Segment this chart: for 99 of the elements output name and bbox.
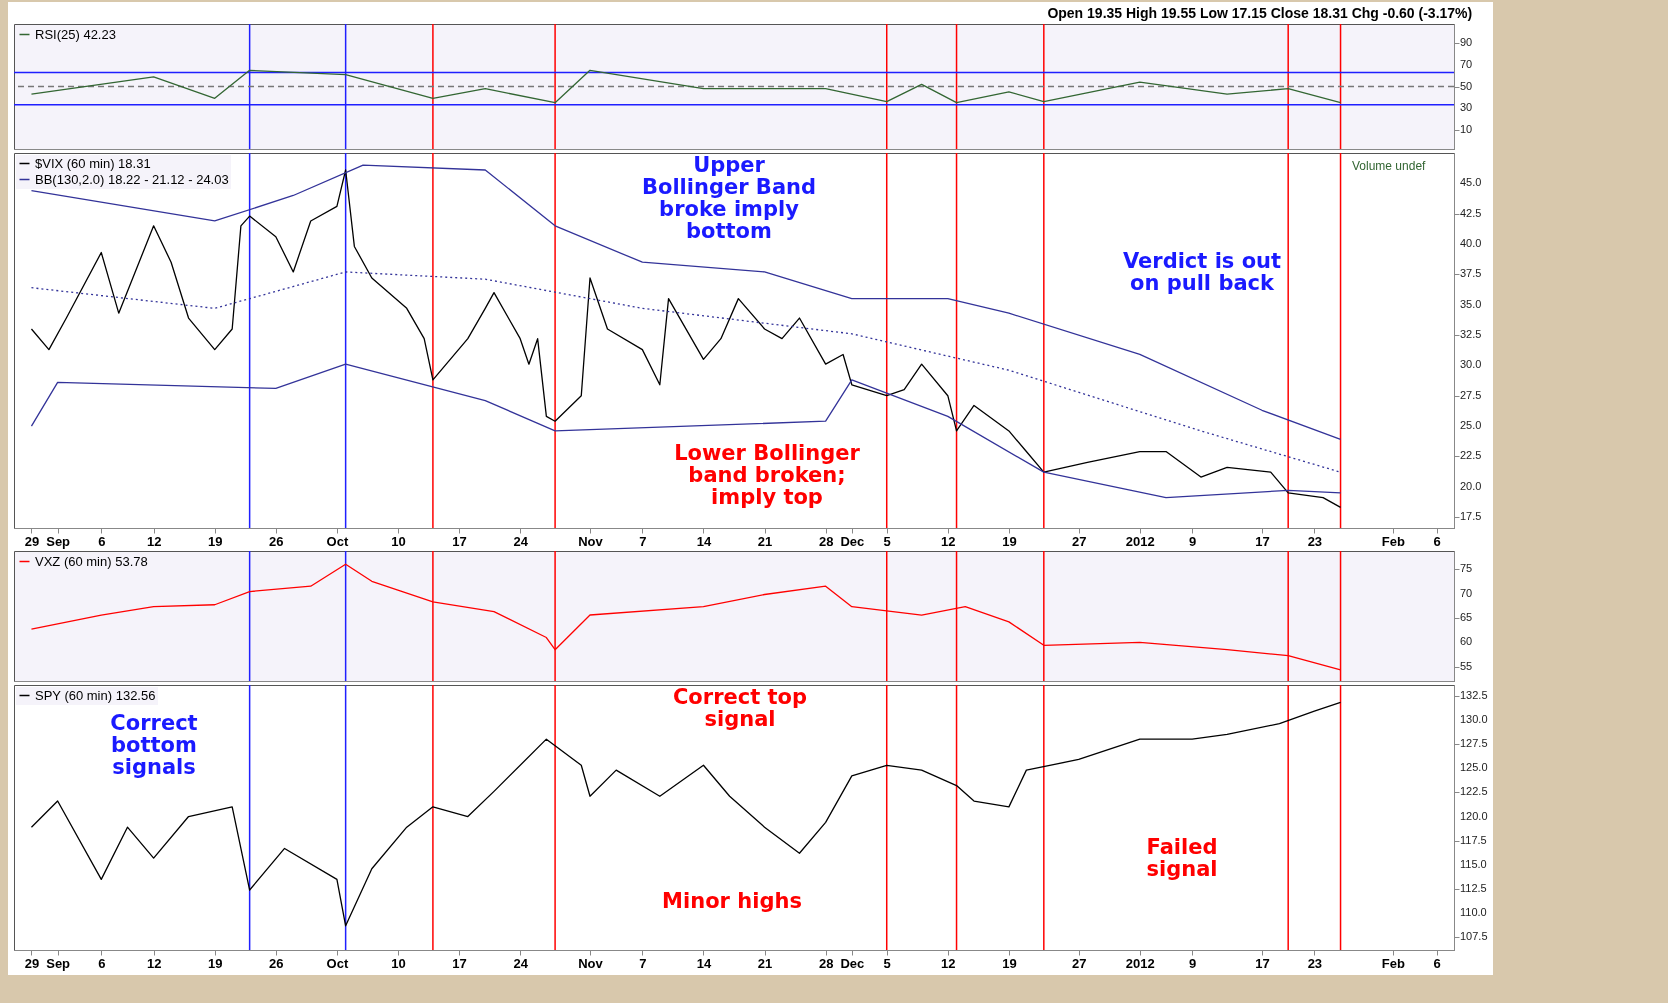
- y-tick-label: 110.0: [1460, 906, 1487, 919]
- x-tick-label: 23: [1307, 533, 1323, 549]
- y-tick-label: 60: [1460, 635, 1473, 648]
- x-tick-label: Oct: [326, 955, 349, 971]
- y-tick-label: 90: [1460, 36, 1473, 49]
- x-tick-label: Dec: [840, 955, 865, 971]
- y-tick-label: 130.0: [1460, 712, 1488, 725]
- x-tick-label: 14: [696, 955, 712, 971]
- x-tick-label: 6: [1433, 533, 1441, 549]
- legend-label: VXZ (60 min) 53.78: [35, 553, 148, 569]
- x-tick-label: 5: [883, 533, 891, 549]
- x-tick-label: 5: [883, 955, 891, 971]
- x-tick-label: 21: [757, 955, 773, 971]
- y-tick-label: 65: [1460, 610, 1473, 623]
- x-tick-label: 24: [513, 955, 529, 971]
- x-tick-label: 19: [1002, 533, 1017, 549]
- x-tick-label: 28: [818, 533, 834, 549]
- y-tick-label: 42.5: [1460, 206, 1482, 219]
- x-tick-label: 7: [639, 955, 647, 971]
- y-tick-label: 40.0: [1460, 237, 1482, 250]
- x-tick-label: 19: [207, 955, 223, 971]
- chart-title: Open 19.35 High 19.55 Low 17.15 Close 18.31 Chg -0.60 (-3.17%): [1047, 5, 1473, 22]
- annotation: Failed signal: [1146, 835, 1218, 881]
- y-tick-label: 55: [1460, 659, 1473, 672]
- y-tick-label: 112.5: [1460, 882, 1487, 895]
- y-tick-label: 32.5: [1460, 328, 1482, 341]
- y-tick-label: 25.0: [1460, 419, 1482, 432]
- annotation: Volume undef: [1352, 159, 1427, 173]
- x-tick-label: 12: [941, 533, 956, 549]
- x-tick-label: 12: [146, 955, 162, 971]
- y-tick-label: 30.0: [1460, 358, 1482, 371]
- x-tick-label: 10: [391, 955, 406, 971]
- y-tick-label: 70: [1460, 586, 1473, 599]
- y-tick-label: 20.0: [1460, 479, 1482, 492]
- y-tick-label: 17.5: [1460, 510, 1482, 523]
- y-tick-label: 117.5: [1460, 833, 1487, 846]
- x-tick-label: 17: [1255, 955, 1270, 971]
- legend-label: RSI(25) 42.23: [35, 26, 116, 42]
- y-tick-label: 30: [1460, 101, 1473, 114]
- x-tick-label: 9: [1189, 955, 1197, 971]
- y-tick-label: 120.0: [1460, 809, 1488, 822]
- annotation: Verdict is out on pull back: [1122, 249, 1282, 295]
- x-tick-label: 27: [1071, 533, 1087, 549]
- x-tick-label: Feb: [1381, 533, 1406, 549]
- x-tick-label: 21: [757, 533, 773, 549]
- x-tick-label: Oct: [326, 533, 349, 549]
- x-tick-label: 10: [391, 533, 406, 549]
- annotation: Correct bottom signals: [110, 711, 198, 779]
- x-tick-label: 6: [98, 955, 106, 971]
- y-tick-label: 70: [1460, 57, 1473, 70]
- y-tick-label: 132.5: [1460, 688, 1488, 701]
- x-tick-label: 2012: [1125, 533, 1155, 549]
- x-tick-label: 12: [146, 533, 162, 549]
- x-tick-label: 7: [639, 533, 647, 549]
- x-tick-label: Feb: [1381, 955, 1406, 971]
- x-tick-label: 26: [269, 533, 284, 549]
- x-tick-label: 23: [1307, 955, 1323, 971]
- x-tick-label: 6: [98, 533, 106, 549]
- y-tick-label: 107.5: [1460, 930, 1488, 943]
- x-tick-label: 14: [696, 533, 712, 549]
- legend-label: BB(130,2.0) 18.22 - 21.12 - 24.03: [35, 171, 229, 187]
- y-tick-label: 122.5: [1460, 785, 1488, 798]
- x-tick-label: 29: [24, 533, 40, 549]
- annotation: Upper Bollinger Band broke imply bottom: [641, 153, 817, 243]
- x-tick-label: Nov: [578, 533, 604, 549]
- x-tick-label: 9: [1189, 533, 1197, 549]
- y-tick-label: 37.5: [1460, 267, 1482, 280]
- x-tick-label: Nov: [578, 955, 604, 971]
- y-tick-label: 125.0: [1460, 761, 1488, 774]
- y-tick-label: 27.5: [1460, 388, 1482, 401]
- x-tick-label: 17: [452, 533, 467, 549]
- x-tick-label: Dec: [840, 533, 865, 549]
- x-tick-label: 28: [818, 955, 834, 971]
- y-tick-label: 50: [1460, 79, 1473, 92]
- y-tick-label: 45.0: [1460, 176, 1482, 189]
- x-tick-label: 29: [24, 955, 40, 971]
- x-tick-label: 19: [1002, 955, 1017, 971]
- x-tick-label: 2012: [1125, 955, 1155, 971]
- annotation: Correct top signal: [672, 685, 808, 731]
- y-tick-label: 127.5: [1460, 737, 1488, 749]
- annotation: Lower Bollinger band broken; imply top: [674, 441, 861, 509]
- x-tick-label: 27: [1071, 955, 1087, 971]
- y-tick-label: 10: [1460, 122, 1473, 135]
- x-tick-label: 17: [452, 955, 467, 971]
- y-tick-label: 35.0: [1460, 297, 1482, 310]
- x-tick-label: 12: [941, 955, 956, 971]
- x-tick-label: Sep: [46, 533, 71, 549]
- legend-label: $VIX (60 min) 18.31: [35, 155, 151, 171]
- x-tick-label: 19: [207, 533, 223, 549]
- annotation: Minor highs: [662, 889, 802, 913]
- x-tick-label: 17: [1255, 533, 1270, 549]
- legend-label: SPY (60 min) 132.56: [35, 687, 156, 703]
- x-tick-label: 26: [269, 955, 284, 971]
- y-tick-label: 75: [1460, 562, 1473, 575]
- x-tick-label: 24: [513, 533, 529, 549]
- y-tick-label: 22.5: [1460, 449, 1482, 462]
- y-tick-label: 115.0: [1460, 857, 1487, 870]
- x-tick-label: 6: [1433, 955, 1441, 971]
- x-tick-label: Sep: [46, 955, 71, 971]
